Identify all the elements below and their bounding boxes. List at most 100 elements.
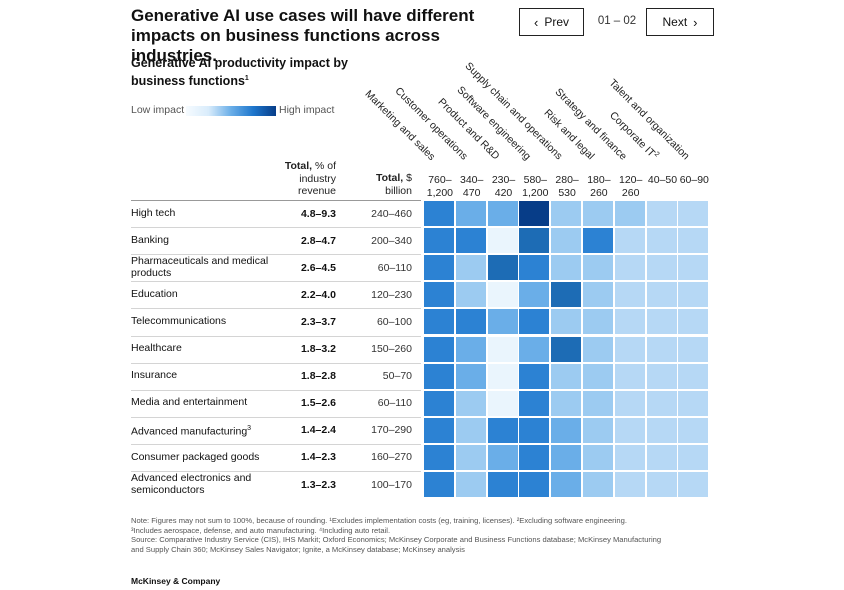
heatmap-cell (678, 417, 709, 443)
industry-billion: 200–340 (371, 234, 412, 247)
header-total-billion-bold: Total, (376, 172, 404, 184)
heatmap-cell (583, 309, 613, 335)
header-total-billion: Total, $ billion (360, 172, 412, 197)
heatmap-cell (583, 228, 613, 254)
row-divider (131, 254, 421, 256)
legend-high-label: High impact (279, 104, 335, 116)
heatmap-cell (455, 472, 486, 497)
heatmap-cell (519, 309, 550, 335)
industry-name-text: Advanced manufacturing3 (131, 424, 252, 438)
heatmap-cell (424, 255, 454, 281)
chart-notes: Note: Figures may not sum to 100%, becau… (131, 516, 721, 554)
heatmap-cell (646, 309, 677, 335)
heatmap-cell (519, 282, 550, 308)
heatmap-cell (614, 201, 645, 226)
heatmap-cell (646, 363, 677, 389)
industry-billion: 100–170 (371, 478, 412, 491)
heatmap-cell (583, 201, 613, 226)
brand-logo-text: McKinsey & Company (131, 576, 221, 586)
heatmap-cell (678, 201, 709, 226)
heatmap-cell (487, 282, 518, 308)
row-divider (131, 471, 421, 472)
heatmap-cell (583, 390, 613, 416)
heatmap-cell (424, 472, 454, 497)
page-title: Generative AI use cases will have differ… (131, 6, 475, 65)
heatmap-cell (646, 336, 677, 362)
heatmap-cell (646, 255, 677, 281)
heatmap-cell (614, 336, 645, 362)
industry-name-text: Pharmaceuticals and medical products (131, 255, 269, 279)
page-counter: 01 – 02 (597, 15, 637, 27)
chevron-right-icon: › (693, 14, 698, 30)
heatmap-cell (424, 390, 454, 416)
heatmap-cell (424, 282, 454, 308)
header-total-billion-rest: $ billion (385, 172, 412, 197)
heatmap-cell (424, 201, 454, 226)
heatmap-cell (614, 444, 645, 470)
heatmap-cell (424, 309, 454, 335)
industry-percent: 2.2–4.0 (300, 288, 336, 301)
heatmap-cell (455, 201, 486, 226)
function-total: 280–530 (555, 174, 579, 199)
heatmap-cell (583, 417, 613, 443)
heatmap-cell (424, 444, 454, 470)
industry-name: Consumer packaged goods (131, 444, 271, 471)
heatmap-cell (583, 444, 613, 470)
industry-percent: 1.8–2.8 (300, 370, 336, 383)
industry-name: Insurance (131, 363, 271, 390)
heatmap-cell (646, 390, 677, 416)
prev-button[interactable]: ‹ Prev (519, 8, 584, 36)
heatmap-cell (583, 363, 613, 389)
industry-name: Healthcare (131, 336, 271, 363)
function-total: 340–470 (460, 174, 484, 199)
industry-percent: 1.4–2.3 (300, 451, 336, 464)
row-divider (131, 227, 421, 229)
industry-name-text: Advanced electronics and semiconductors (131, 472, 252, 496)
industry-billion: 120–230 (371, 288, 412, 301)
industry-name: Advanced electronics and semiconductors (131, 471, 271, 498)
heatmap-cell (614, 472, 645, 497)
function-total: 40–50 (647, 174, 678, 186)
heatmap-cell (519, 390, 550, 416)
industry-percent: 2.6–4.5 (300, 261, 336, 274)
next-button[interactable]: Next › (646, 8, 714, 36)
heatmap-cell (519, 472, 550, 497)
heatmap-cell (678, 444, 709, 470)
heatmap-cell (678, 228, 709, 254)
industry-percent: 1.3–2.3 (300, 478, 336, 491)
industry-billion: 170–290 (371, 424, 412, 437)
row-divider (131, 281, 421, 283)
heatmap-cell (551, 363, 582, 389)
heatmap-cell (519, 417, 550, 443)
heatmap-cell (678, 282, 709, 308)
header-total-percent: Total, % of industry revenue (260, 160, 336, 198)
prev-label: Prev (544, 15, 570, 29)
heatmap-cell (487, 309, 518, 335)
heatmap-cell (551, 282, 582, 308)
heatmap-cell (455, 228, 486, 254)
note-line: and Supply Chain 360; McKinsey Sales Nav… (131, 544, 465, 554)
industry-name: Telecommunications (131, 308, 271, 335)
heatmap-cell (455, 417, 486, 443)
heatmap-cell (614, 309, 645, 335)
industry-name-text: Insurance (131, 369, 178, 382)
industry-name: Education (131, 281, 271, 308)
heatmap-cell (519, 444, 550, 470)
heatmap-cell (487, 336, 518, 362)
heatmap-cell (646, 228, 677, 254)
function-total: 760–1,200 (426, 174, 454, 199)
chart-subtitle: Generative AI productivity impact by bus… (131, 56, 361, 89)
heatmap-cell (678, 336, 709, 362)
heatmap-cell (551, 201, 582, 226)
note-line: Source: Comparative Industry Service (CI… (131, 535, 662, 545)
heatmap-cell (551, 390, 582, 416)
heatmap-cell (646, 444, 677, 470)
heatmap-cell (614, 282, 645, 308)
heatmap-cell (455, 255, 486, 281)
heatmap-cell (424, 417, 454, 443)
industry-name: Banking (131, 227, 271, 254)
heatmap-cell (519, 336, 550, 362)
industry-percent: 1.5–2.6 (300, 397, 336, 410)
industry-billion: 160–270 (371, 451, 412, 464)
heatmap-cell (551, 444, 582, 470)
